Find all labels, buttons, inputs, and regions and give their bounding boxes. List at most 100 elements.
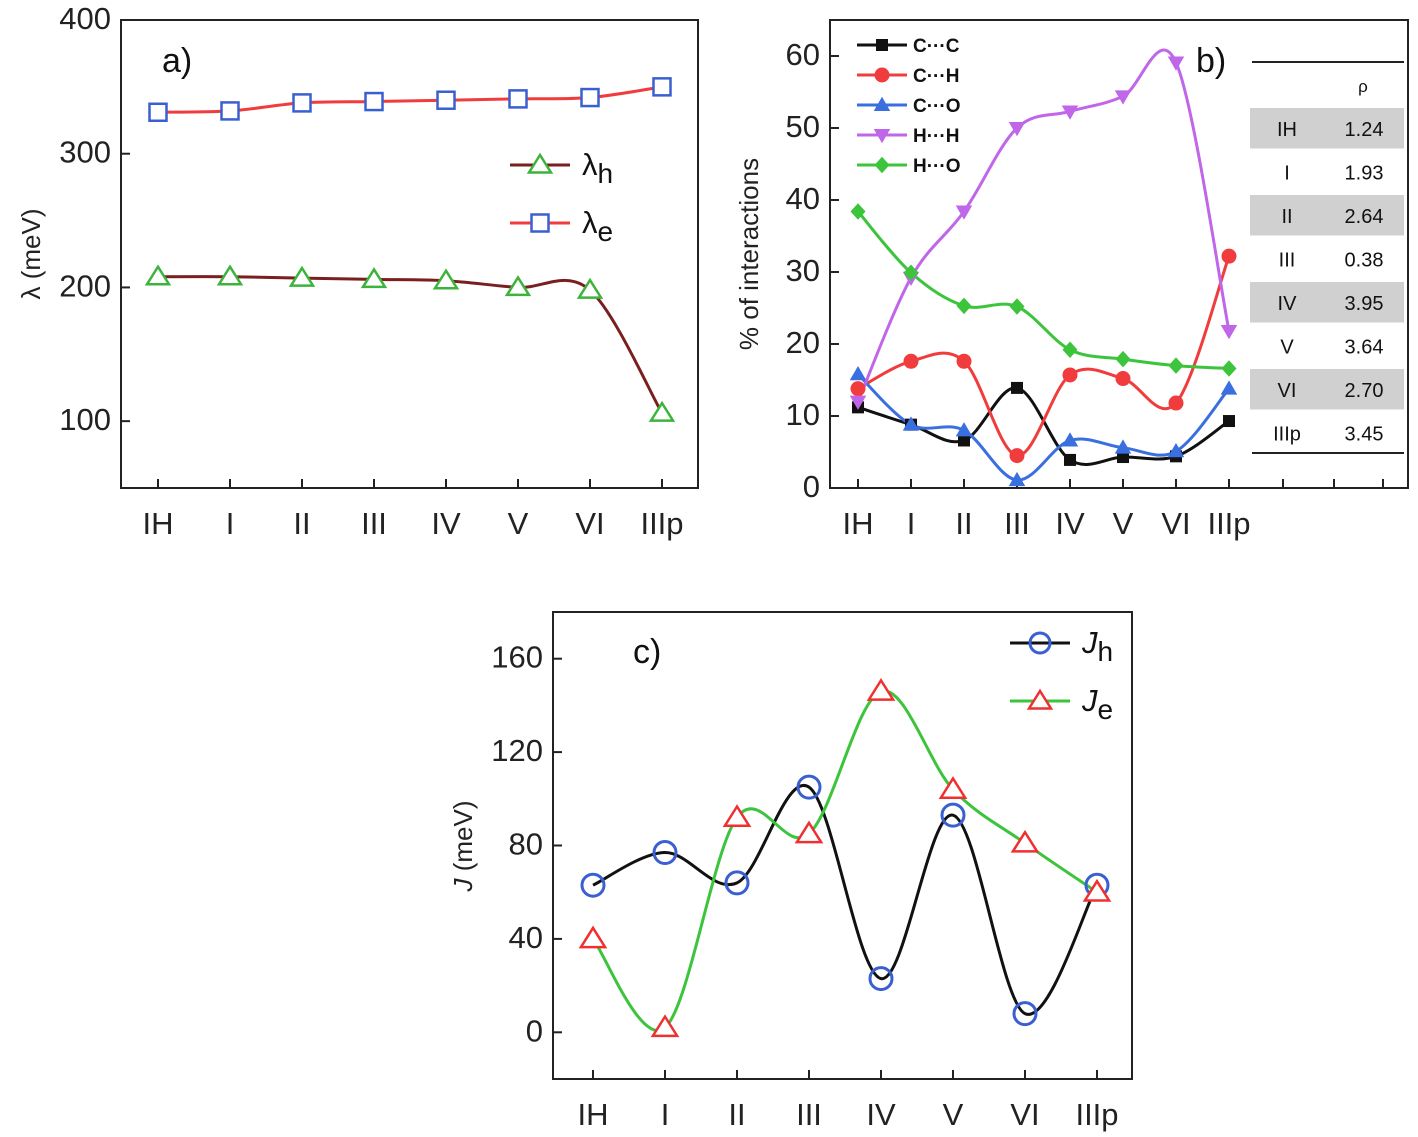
table-row-shade <box>1250 108 1404 149</box>
c-xtick-label: V <box>943 1097 964 1132</box>
c-point <box>724 870 750 896</box>
a-point <box>580 87 600 108</box>
panel-c-label: c) <box>633 633 661 671</box>
c-xtick-label: IH <box>578 1097 609 1132</box>
c-point <box>796 774 822 800</box>
panel-a-label: a) <box>162 42 192 80</box>
c-legend-entry-subscript: h <box>1098 636 1114 667</box>
a-point <box>508 89 528 109</box>
a-point <box>148 102 168 123</box>
b-ytick-label: 30 <box>786 253 820 288</box>
table-header: ρ <box>1358 77 1368 96</box>
b-point <box>1114 90 1132 105</box>
b-point <box>1011 381 1023 394</box>
a-ytick-label: 300 <box>59 135 111 170</box>
c-point <box>866 678 896 701</box>
b-xtick-label: IH <box>843 506 874 541</box>
b-point <box>955 205 973 220</box>
b-point <box>1220 325 1238 340</box>
b-point <box>902 416 920 431</box>
table-row-label: VI <box>1278 380 1297 402</box>
table-row-label: IV <box>1278 293 1298 315</box>
a-xtick-label: III <box>361 506 387 541</box>
a-xtick-label: IIIp <box>640 506 683 541</box>
b-legend-swatch-marker <box>874 67 890 83</box>
b-legend-entry-label: H···H <box>913 126 959 147</box>
a-point <box>364 91 384 112</box>
table-row-shade <box>1250 282 1404 323</box>
c-xtick-label: I <box>661 1097 670 1132</box>
b-ytick-label: 10 <box>786 397 820 432</box>
b-ytick-label: 40 <box>786 181 820 216</box>
panel-a-yaxis: 100 200 300 400 <box>59 1 130 437</box>
table-row-shade <box>1250 195 1404 236</box>
table-row-label: V <box>1280 337 1294 359</box>
table-row-label: I <box>1284 163 1290 185</box>
a-xtick-label: V <box>508 506 529 541</box>
table-row-label: IIIp <box>1273 424 1301 446</box>
b-legend-entry-label: C···C <box>913 36 960 57</box>
c-point <box>722 804 752 827</box>
table-row-label: III <box>1279 250 1296 272</box>
b-point <box>1064 453 1076 466</box>
b-point <box>1221 360 1237 377</box>
b-xtick-label: V <box>1113 506 1134 541</box>
a-point <box>220 101 240 121</box>
panel-c-markers <box>578 678 1112 1038</box>
panel-a-xaxis: IH I II III IV V VI IIIp <box>143 479 684 541</box>
a-ytick-label: 400 <box>59 1 111 36</box>
c-point <box>580 872 606 898</box>
table-row-value: 3.64 <box>1345 337 1384 359</box>
b-xtick-label: I <box>907 506 916 541</box>
c-ytick-label: 40 <box>509 920 543 955</box>
panel-b-legend: C···C C···H C···O H···H H···O <box>857 36 960 177</box>
b-xtick-label: VI <box>1161 506 1190 541</box>
b-point <box>1062 341 1078 359</box>
c-series-line-0 <box>592 783 1099 1016</box>
c-xtick-label: II <box>728 1097 745 1132</box>
b-point <box>958 434 970 447</box>
b-point <box>849 395 867 410</box>
a-xtick-label: IV <box>431 506 461 541</box>
panel-c-frame <box>552 611 1133 1080</box>
a-xtick-label: VI <box>575 506 604 541</box>
c-point <box>650 1014 680 1038</box>
panel-b-ylabel: % of interactions <box>734 158 764 350</box>
a-legend-entry-subscript: e <box>598 216 614 247</box>
c-legend-swatch-marker <box>1026 688 1054 710</box>
b-point <box>956 297 972 315</box>
panel-c-xaxis: IH I II III IV V VI IIIp <box>578 1070 1119 1132</box>
b-ytick-label: 60 <box>786 37 820 72</box>
table-row-value: 1.24 <box>1345 119 1384 141</box>
a-legend-entry-label: λe <box>582 205 613 247</box>
panel-c-ylabel-unit: (meV) <box>448 801 478 879</box>
b-xtick-label: IV <box>1055 506 1085 541</box>
panel-b-markers <box>849 56 1238 487</box>
a-legend-entry-symbol: λ <box>582 205 598 240</box>
panel-b-xaxis: IH I II III IV V VI IIIp <box>843 479 1384 541</box>
a-point <box>652 77 672 97</box>
b-point <box>1115 350 1131 368</box>
panel-a-series-lines <box>157 85 664 414</box>
b-point <box>1220 380 1238 395</box>
table-row-label: IH <box>1277 119 1297 141</box>
table-row-value: 3.45 <box>1345 424 1384 446</box>
c-legend-entry-symbol: J <box>1081 625 1098 660</box>
panel-b-label: b) <box>1196 42 1226 80</box>
b-legend-entry-label: C···H <box>913 66 959 87</box>
panel-b-yaxis: 0 10 20 30 40 50 60 <box>786 37 839 504</box>
b-point <box>1221 248 1237 264</box>
c-point <box>1010 829 1040 853</box>
a-ytick-label: 200 <box>59 268 111 303</box>
b-xtick-label: IIIp <box>1207 506 1250 541</box>
density-table: ρ IH 1.24 I 1.93 II 2.64 III 0.38 IV 3.95 V 3.64 VI 2.… <box>1250 61 1404 454</box>
b-point <box>1168 357 1184 374</box>
b-ytick-label: 20 <box>786 325 820 360</box>
c-point <box>940 802 966 828</box>
a-legend-entry-symbol: λ <box>582 147 598 182</box>
c-legend-entry-label: Jh <box>1081 625 1113 667</box>
table-row-value: 0.38 <box>1345 250 1384 272</box>
